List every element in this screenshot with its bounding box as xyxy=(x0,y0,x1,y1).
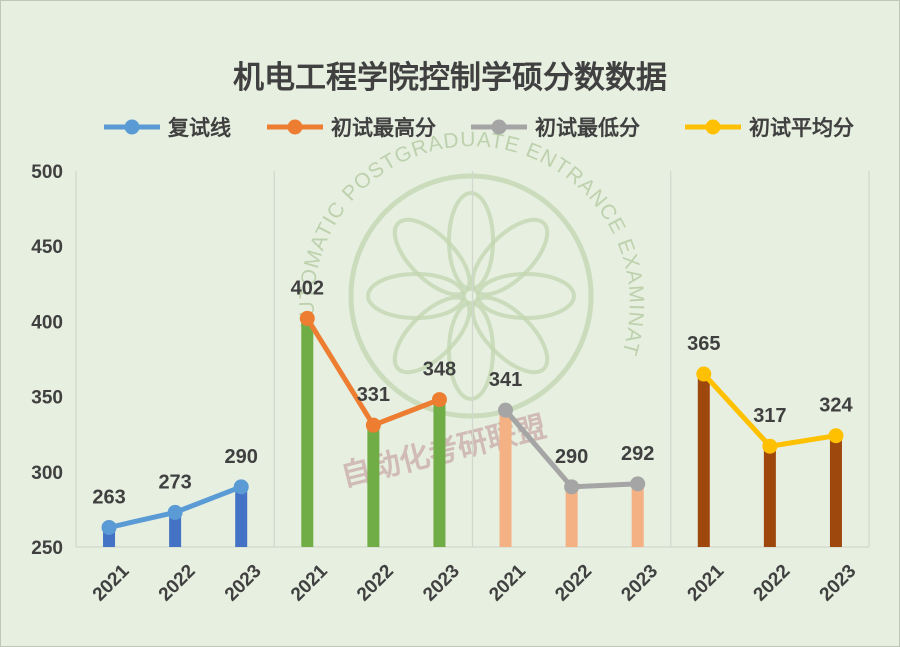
bar xyxy=(829,435,842,547)
x-tick-label: 2022 xyxy=(750,561,795,606)
legend-swatch-marker xyxy=(491,119,507,135)
x-tick-label: 2023 xyxy=(221,561,266,606)
y-tick-label: 350 xyxy=(31,388,63,409)
y-tick-label: 500 xyxy=(31,162,63,183)
x-tick-label: 2021 xyxy=(684,560,729,605)
data-labels: 263 273 290 402 331 348 341 290 292 365 317 324 xyxy=(92,277,853,508)
bar xyxy=(499,410,512,547)
x-tick-label: 2023 xyxy=(816,561,861,606)
x-tick-label: 2023 xyxy=(617,561,662,606)
y-axis: 250 300 350 400 450 500 xyxy=(31,162,63,559)
data-label: 290 xyxy=(555,446,588,468)
x-tick-label: 2021 xyxy=(287,560,332,605)
x-tick-label: 2022 xyxy=(551,561,596,606)
watermark-leaf xyxy=(476,272,576,320)
data-label: 402 xyxy=(291,277,324,299)
series-point xyxy=(365,417,381,433)
series-point xyxy=(498,402,514,418)
legend-label: 复试线 xyxy=(167,116,231,140)
legend-swatch-marker xyxy=(287,119,303,135)
bar xyxy=(631,483,644,547)
watermark-ring-text: AUTOMATIC POSTGRADUATE ENTRANCE EXAMINAT… xyxy=(1,1,648,359)
series-point xyxy=(167,504,183,520)
bar xyxy=(763,446,776,547)
series-point xyxy=(233,479,249,495)
series-point xyxy=(696,366,712,382)
data-label: 348 xyxy=(423,359,456,381)
legend-swatch-marker xyxy=(705,119,721,135)
legend-swatch-marker xyxy=(124,119,140,135)
series-point xyxy=(630,476,646,492)
watermark-ring xyxy=(348,173,594,419)
legend: 复试线 初试最高分 初试最低分 初试平均分 xyxy=(104,116,854,140)
data-label: 292 xyxy=(621,443,654,465)
bar xyxy=(367,425,380,547)
y-tick-label: 450 xyxy=(31,237,63,258)
bar xyxy=(235,486,248,547)
chart-title: 机电工程学院控制学硕分数数据 xyxy=(233,60,667,96)
y-tick-label: 250 xyxy=(31,538,63,559)
x-tick-label: 2023 xyxy=(419,561,464,606)
series-point xyxy=(828,428,844,444)
series-points xyxy=(101,310,844,535)
x-tick-label: 2021 xyxy=(485,560,530,605)
watermark-leaf xyxy=(392,217,472,297)
series-point xyxy=(762,438,778,454)
series-point xyxy=(299,310,315,326)
watermark-leaf xyxy=(447,301,495,401)
series-point xyxy=(101,519,117,535)
y-tick-label: 400 xyxy=(31,312,63,333)
data-label: 317 xyxy=(753,405,786,427)
series-point xyxy=(564,479,580,495)
bar xyxy=(169,512,182,547)
legend-label: 初试最高分 xyxy=(331,116,436,140)
data-label: 365 xyxy=(687,333,720,355)
data-label: 273 xyxy=(158,471,191,493)
bar xyxy=(697,374,710,547)
data-label: 263 xyxy=(92,486,125,508)
bar xyxy=(433,399,446,547)
data-label: 341 xyxy=(489,369,522,391)
data-label: 331 xyxy=(357,384,390,406)
bar xyxy=(565,486,578,547)
data-label: 290 xyxy=(225,446,258,468)
watermark-leaf xyxy=(470,217,550,297)
legend-label: 初试平均分 xyxy=(749,116,854,140)
x-tick-label: 2021 xyxy=(89,560,134,605)
data-label: 324 xyxy=(819,395,853,417)
watermark-leaf xyxy=(366,272,466,320)
watermark-ring-text-path: AUTOMATIC POSTGRADUATE ENTRANCE EXAMINAT… xyxy=(1,1,647,359)
x-axis: 2021 2022 2023 2021 2022 2023 2021 2022 2023 2021… xyxy=(89,560,861,605)
series-point xyxy=(431,392,447,408)
group-dividers xyxy=(75,171,870,548)
watermark-leaf xyxy=(447,191,495,291)
bar xyxy=(301,318,314,547)
x-tick-label: 2022 xyxy=(353,561,398,606)
y-tick-label: 300 xyxy=(31,463,63,484)
legend-label: 初试最低分 xyxy=(535,116,640,140)
x-tick-label: 2022 xyxy=(155,561,200,606)
